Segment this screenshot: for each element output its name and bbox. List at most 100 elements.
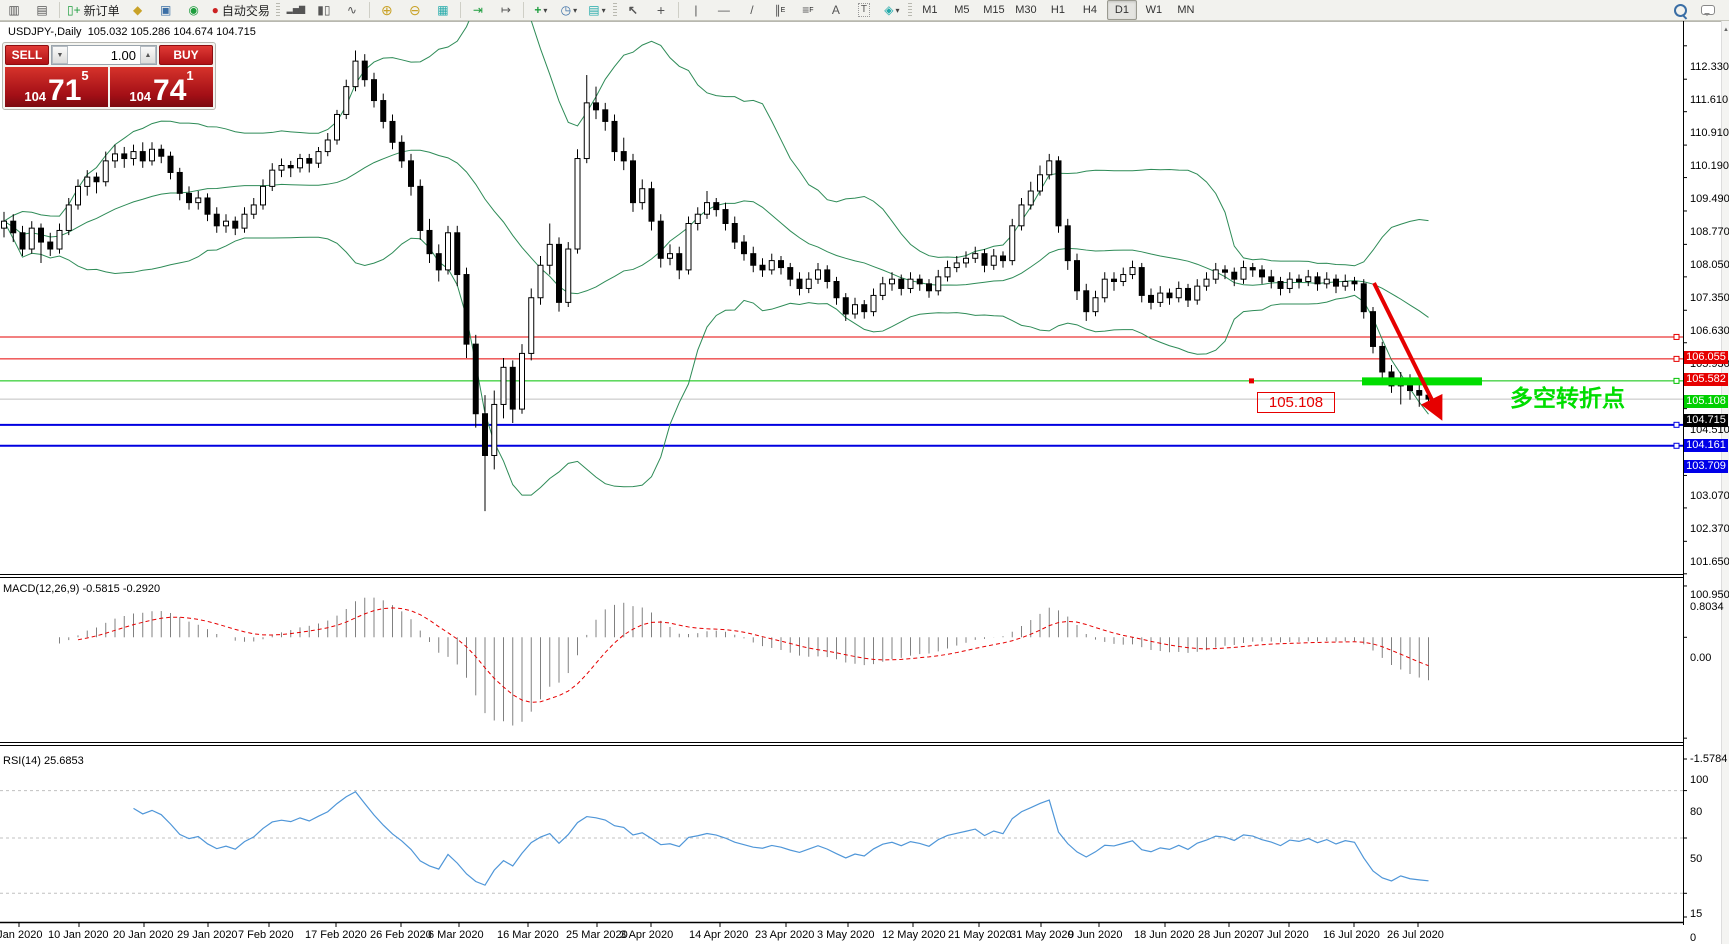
rsi-panel bbox=[0, 790, 1683, 894]
chart-shift-button[interactable]: ↦ bbox=[500, 3, 511, 17]
buy-price-sup: 1 bbox=[186, 68, 194, 83]
date-label: 3 Apr 2020 bbox=[620, 929, 674, 941]
new-order-label: 新订单 bbox=[83, 3, 120, 18]
signals-icon[interactable]: ◉ bbox=[188, 3, 199, 17]
price-tick: 109.490 bbox=[1690, 192, 1729, 205]
date-label: 23 Apr 2020 bbox=[755, 929, 815, 941]
price-tick: 102.370 bbox=[1690, 522, 1729, 535]
text-tool-button[interactable]: A bbox=[831, 3, 840, 17]
date-label: 26 Jul 2020 bbox=[1387, 929, 1444, 941]
price-tick: 112.330 bbox=[1690, 60, 1729, 73]
date-label: 7 Jul 2020 bbox=[1258, 929, 1309, 941]
crosshair-tool-button[interactable]: + bbox=[656, 2, 665, 18]
timeframe-m5[interactable]: M5 bbox=[954, 4, 970, 16]
date-label: 25 Mar 2020 bbox=[566, 929, 628, 941]
channel-tool-button[interactable]: ∥ E bbox=[774, 3, 786, 17]
zoom-in-button[interactable]: ⊕ bbox=[381, 2, 393, 18]
price-tick: 100.950 bbox=[1690, 588, 1729, 601]
date-label: 18 Jun 2020 bbox=[1134, 929, 1195, 941]
cursor-tool-button[interactable]: ↖ bbox=[627, 3, 638, 17]
hline-tool-button[interactable]: — bbox=[717, 3, 730, 17]
buy-price-display[interactable]: 104 74 1 bbox=[110, 67, 213, 107]
date-label: 9 Jun 2020 bbox=[1068, 929, 1123, 941]
volume-decrease-button[interactable]: ▼ bbox=[52, 46, 68, 64]
macd-tick: -1.5784 bbox=[1690, 753, 1728, 766]
bollinger-band bbox=[3, 220, 1429, 496]
search-icon[interactable] bbox=[1667, 0, 1693, 20]
timeframe-d1[interactable]: D1 bbox=[1106, 0, 1137, 20]
periods-button[interactable]: ◷ ▾ bbox=[560, 3, 578, 17]
buy-button[interactable]: BUY bbox=[159, 45, 213, 65]
hline-handle bbox=[1673, 442, 1680, 449]
price-tick: 104.510 bbox=[1690, 423, 1729, 436]
date-label: 3 May 2020 bbox=[817, 929, 875, 941]
chat-icon[interactable] bbox=[1695, 0, 1721, 20]
text-label-tool-button[interactable]: T bbox=[851, 0, 877, 20]
autotrade-button[interactable]: ● 自动交易 bbox=[209, 0, 273, 20]
candlestick-mode-button[interactable]: ▮▯ bbox=[317, 3, 331, 17]
rsi-tick: 100 bbox=[1690, 774, 1709, 786]
timeframe-w1[interactable]: W1 bbox=[1145, 4, 1163, 16]
timeframe-bar: M1 M5 M15 M30 H1 H4 D1 W1 MN bbox=[914, 0, 1202, 20]
fibonacci-tool-button[interactable]: ≡ F bbox=[802, 3, 814, 17]
turning-point-annotation[interactable]: 多空转折点 bbox=[1510, 385, 1625, 411]
vline-tool-button[interactable]: | bbox=[694, 3, 698, 17]
scroll-up-icon[interactable]: ▲ bbox=[1723, 27, 1729, 33]
chart-window-icon[interactable]: ▥ bbox=[8, 3, 20, 17]
hline-handle bbox=[1673, 333, 1680, 340]
main-panel bbox=[0, 21, 1683, 512]
chart-canvas[interactable] bbox=[0, 21, 1729, 944]
date-label: 2 Jan 2020 bbox=[0, 929, 43, 941]
price-badge: 105.108 bbox=[1684, 395, 1728, 409]
sell-button[interactable]: SELL bbox=[5, 45, 49, 65]
price-badge: 104.161 bbox=[1684, 439, 1728, 453]
timeframe-m15[interactable]: M15 bbox=[983, 4, 1005, 16]
macd-signal-line bbox=[77, 607, 1429, 703]
trendline-tool-button[interactable]: / bbox=[750, 3, 754, 17]
indicators-button[interactable]: + ▾ bbox=[534, 3, 548, 17]
price-annotation-box[interactable]: 105.108 bbox=[1257, 392, 1335, 413]
date-label: 26 Feb 2020 bbox=[370, 929, 432, 941]
bar-chart-mode-button[interactable]: ▂▅▇ bbox=[286, 5, 306, 14]
timeframe-m1[interactable]: M1 bbox=[922, 4, 938, 16]
templates-button[interactable]: ▤ ▾ bbox=[588, 3, 606, 17]
sell-price-sup: 5 bbox=[81, 68, 89, 83]
auto-scroll-button[interactable]: ⇥ bbox=[472, 3, 483, 17]
bollinger-band bbox=[3, 21, 1429, 267]
market-watch-icon[interactable]: ▤ bbox=[36, 3, 48, 17]
chart-gallery-icon[interactable]: ◆ bbox=[133, 3, 143, 17]
new-order-button[interactable]: ▯+ 新订单 bbox=[64, 0, 123, 20]
line-chart-mode-button[interactable]: ∿ bbox=[346, 3, 357, 17]
date-label: 6 Mar 2020 bbox=[428, 929, 484, 941]
volume-input[interactable] bbox=[68, 46, 140, 64]
expert-terminal-icon[interactable]: ▣ bbox=[159, 3, 172, 17]
ohlc-values: 105.032 105.286 104.674 104.715 bbox=[87, 26, 256, 38]
price-tick: 110.190 bbox=[1690, 160, 1729, 173]
price-badge: 105.582 bbox=[1684, 373, 1728, 387]
date-label: 7 Feb 2020 bbox=[238, 929, 294, 941]
bollinger-band bbox=[3, 149, 1429, 318]
date-label: 10 Jan 2020 bbox=[48, 929, 109, 941]
timeframe-mn[interactable]: MN bbox=[1177, 4, 1195, 16]
timeframe-m30[interactable]: M30 bbox=[1015, 4, 1037, 16]
price-tick: 111.610 bbox=[1690, 94, 1729, 107]
price-tick: 108.770 bbox=[1690, 225, 1729, 238]
tile-windows-button[interactable]: ▦ bbox=[437, 3, 449, 17]
sell-price-main: 71 bbox=[48, 74, 82, 107]
timeframe-h4[interactable]: H4 bbox=[1082, 4, 1097, 16]
price-tick: 103.070 bbox=[1690, 490, 1729, 503]
rsi-line bbox=[133, 791, 1429, 886]
rsi-tick: 15 bbox=[1690, 908, 1703, 921]
sell-price-display[interactable]: 104 71 5 bbox=[5, 67, 108, 107]
timeframe-h1[interactable]: H1 bbox=[1050, 4, 1065, 16]
date-label: 21 May 2020 bbox=[948, 929, 1012, 941]
new-order-icon: ▯+ bbox=[67, 3, 81, 17]
date-label: 28 Jun 2020 bbox=[1198, 929, 1259, 941]
chart-scrollbar[interactable]: ▲ bbox=[1721, 21, 1729, 944]
arrows-tool-button[interactable]: ◈ ▾ bbox=[884, 3, 900, 17]
date-label: 14 Apr 2020 bbox=[689, 929, 749, 941]
zoom-out-button[interactable]: ⊖ bbox=[409, 2, 421, 18]
volume-increase-button[interactable]: ▲ bbox=[140, 46, 156, 64]
chart-window[interactable]: USDJPY-,Daily 105.032 105.286 104.674 10… bbox=[0, 21, 1729, 944]
symbol-period-label: USDJPY-,Daily bbox=[8, 26, 82, 38]
